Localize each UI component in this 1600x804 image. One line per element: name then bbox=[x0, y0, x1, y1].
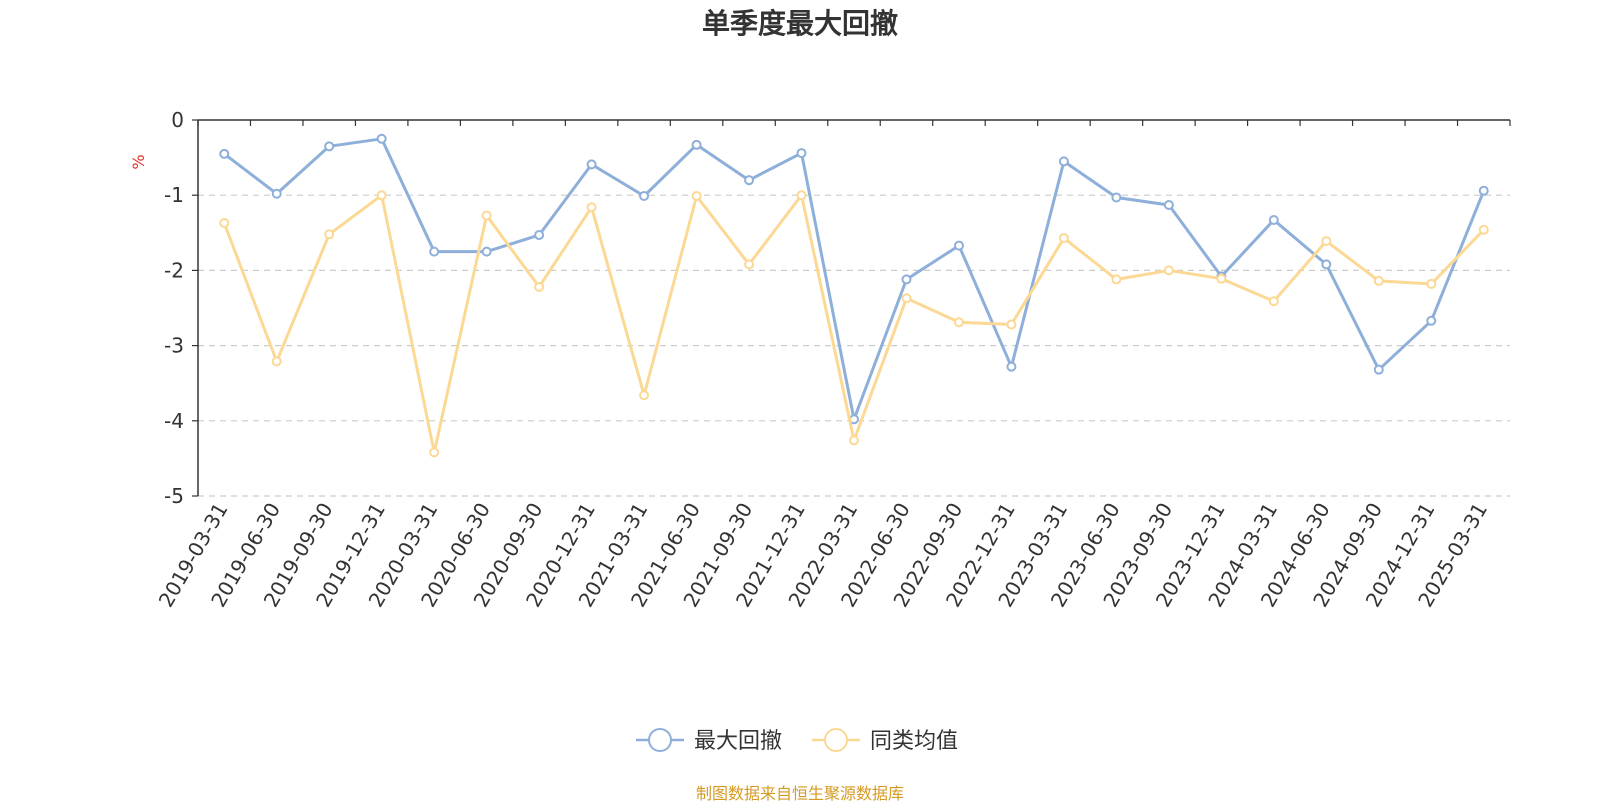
y-tick-label: -3 bbox=[164, 334, 184, 358]
y-tick-label: -5 bbox=[164, 484, 184, 508]
data-point[interactable] bbox=[1163, 265, 1174, 276]
source-note: 制图数据来自恒生聚源数据库 bbox=[695, 784, 904, 803]
data-point[interactable] bbox=[849, 435, 859, 446]
data-point[interactable] bbox=[691, 190, 702, 201]
series-layer bbox=[219, 133, 1489, 458]
data-point[interactable] bbox=[534, 281, 545, 292]
legend-label-2[interactable]: 同类均值 bbox=[870, 729, 958, 754]
data-point[interactable] bbox=[219, 148, 230, 159]
data-point[interactable] bbox=[639, 390, 650, 401]
axis-layer: 0-1-2-3-4-52019-03-312019-06-302019-09-3… bbox=[129, 108, 1511, 611]
chart-title: 单季度最大回撤 bbox=[701, 7, 898, 40]
data-point[interactable] bbox=[796, 190, 807, 201]
y-tick-label: -2 bbox=[164, 258, 184, 282]
data-point[interactable] bbox=[1216, 273, 1227, 284]
data-point[interactable] bbox=[534, 230, 545, 241]
data-point[interactable] bbox=[1058, 156, 1069, 167]
data-point[interactable] bbox=[1268, 215, 1279, 226]
data-point[interactable] bbox=[219, 218, 230, 229]
data-point[interactable] bbox=[324, 141, 335, 152]
data-point[interactable] bbox=[1426, 315, 1437, 326]
data-point[interactable] bbox=[1268, 296, 1279, 307]
data-point[interactable] bbox=[1321, 236, 1332, 247]
data-point[interactable] bbox=[744, 259, 755, 270]
data-point[interactable] bbox=[429, 246, 440, 257]
data-point[interactable] bbox=[1321, 259, 1332, 270]
data-point[interactable] bbox=[1006, 361, 1017, 372]
data-point[interactable] bbox=[1478, 185, 1489, 196]
data-point[interactable] bbox=[691, 139, 702, 150]
y-tick-label: -4 bbox=[164, 409, 184, 433]
legend-marker bbox=[824, 728, 848, 752]
data-point[interactable] bbox=[1111, 192, 1122, 203]
data-point[interactable] bbox=[586, 202, 597, 213]
data-point[interactable] bbox=[953, 240, 964, 251]
data-point[interactable] bbox=[271, 356, 282, 367]
data-point[interactable] bbox=[271, 188, 282, 199]
data-point[interactable] bbox=[1111, 274, 1122, 285]
y-tick-label: -1 bbox=[164, 183, 184, 207]
data-point[interactable] bbox=[796, 148, 807, 159]
data-point[interactable] bbox=[901, 274, 912, 285]
y-tick-label: 0 bbox=[171, 108, 184, 132]
data-point[interactable] bbox=[586, 159, 597, 170]
data-point[interactable] bbox=[744, 175, 755, 186]
data-point[interactable] bbox=[1006, 319, 1017, 330]
data-point[interactable] bbox=[1373, 275, 1384, 286]
data-point[interactable] bbox=[901, 293, 912, 304]
legend-label-1[interactable]: 最大回撤 bbox=[694, 729, 782, 754]
data-point[interactable] bbox=[481, 210, 492, 221]
data-point[interactable] bbox=[324, 229, 335, 240]
legend: 最大回撤 同类均值 bbox=[636, 728, 958, 754]
data-point[interactable] bbox=[1373, 364, 1384, 375]
data-point[interactable] bbox=[376, 133, 387, 144]
data-point[interactable] bbox=[1478, 224, 1489, 235]
data-point[interactable] bbox=[953, 317, 964, 328]
y-axis-label: % bbox=[129, 154, 148, 169]
data-point[interactable] bbox=[429, 447, 440, 458]
data-point[interactable] bbox=[1163, 199, 1174, 210]
data-point[interactable] bbox=[1058, 233, 1069, 244]
data-point[interactable] bbox=[639, 190, 650, 201]
data-point[interactable] bbox=[376, 190, 387, 201]
data-point[interactable] bbox=[481, 246, 492, 257]
legend-marker bbox=[648, 728, 672, 752]
data-point[interactable] bbox=[1426, 278, 1437, 289]
grid-layer bbox=[198, 194, 1510, 497]
